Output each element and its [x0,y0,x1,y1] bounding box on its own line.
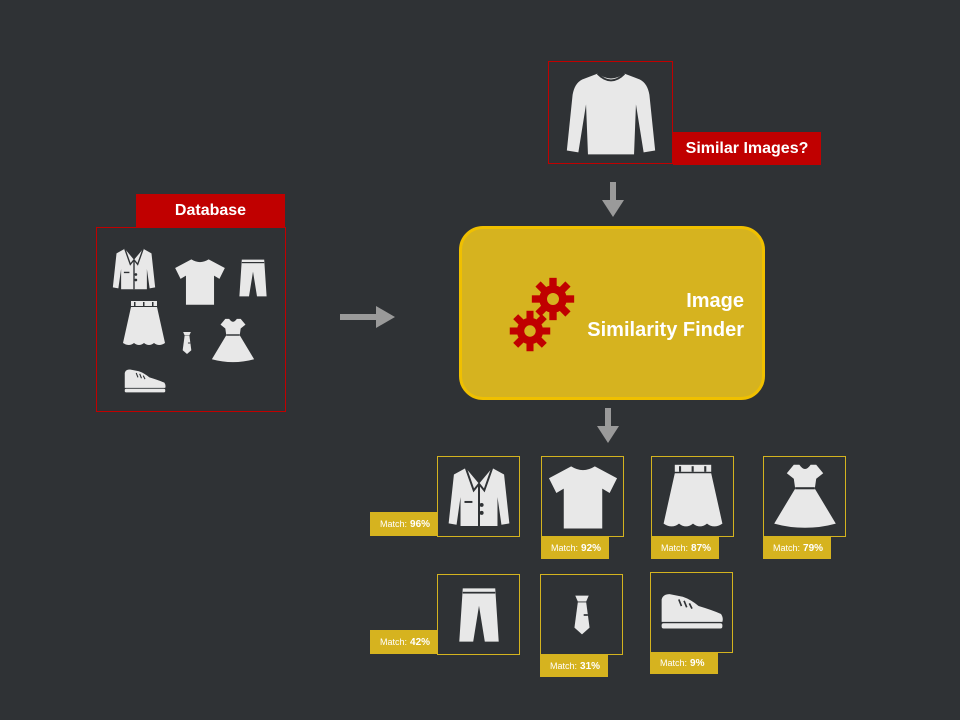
pants-icon [233,250,273,306]
tie-icon [175,316,199,370]
match-badge: Match: 96% [370,512,438,536]
arrow-right-icon [340,306,395,328]
result-card-tie [540,574,623,655]
shoe-icon [115,358,175,402]
match-badge: Match: 92% [541,537,609,559]
arrow-down-icon [602,182,624,217]
skirt-icon [658,459,728,535]
match-value: 96% [410,518,431,530]
finder-title-line1: Image [686,290,744,312]
result-card-pants [437,574,520,655]
query-label: Similar Images? [673,132,821,165]
tshirt-icon [171,254,229,308]
sweater-icon [559,66,663,162]
match-badge: Match: 87% [651,537,719,559]
finder-title-line2: Similarity Finder [587,319,744,341]
match-prefix: Match: [773,543,801,553]
result-card-tshirt [541,456,624,537]
database-frame [96,227,286,412]
match-prefix: Match: [550,661,578,671]
tshirt-icon [544,459,622,533]
match-value: 92% [581,542,602,554]
match-value: 42% [410,636,431,648]
match-badge: Match: 42% [370,630,438,654]
database-label: Database [136,194,285,227]
result-card-dress [763,456,846,537]
skirt-icon [119,296,169,352]
similarity-finder-box: Image Similarity Finder [459,226,765,400]
match-prefix: Match: [380,637,408,647]
dress-icon [770,461,840,533]
query-image-frame [548,61,673,164]
match-badge: Match: 9% [650,652,718,674]
arrow-down-icon [597,408,619,443]
result-card-skirt [651,456,734,537]
match-value: 79% [803,542,824,554]
jacket-icon [446,463,512,531]
shoe-icon [653,577,731,643]
pants-icon [450,579,508,651]
tie-icon [561,579,603,651]
match-value: 9% [690,657,705,669]
result-card-jacket [437,456,520,537]
result-card-shoe [650,572,733,653]
match-prefix: Match: [380,519,408,529]
jacket-icon [109,246,159,292]
match-prefix: Match: [551,543,579,553]
finder-title: Image Similarity Finder [544,287,744,345]
match-badge: Match: 79% [763,537,831,559]
match-value: 31% [580,660,601,672]
match-prefix: Match: [661,543,689,553]
match-value: 87% [691,542,712,554]
match-prefix: Match: [660,658,688,668]
match-badge: Match: 31% [540,655,608,677]
dress-icon [209,314,257,368]
